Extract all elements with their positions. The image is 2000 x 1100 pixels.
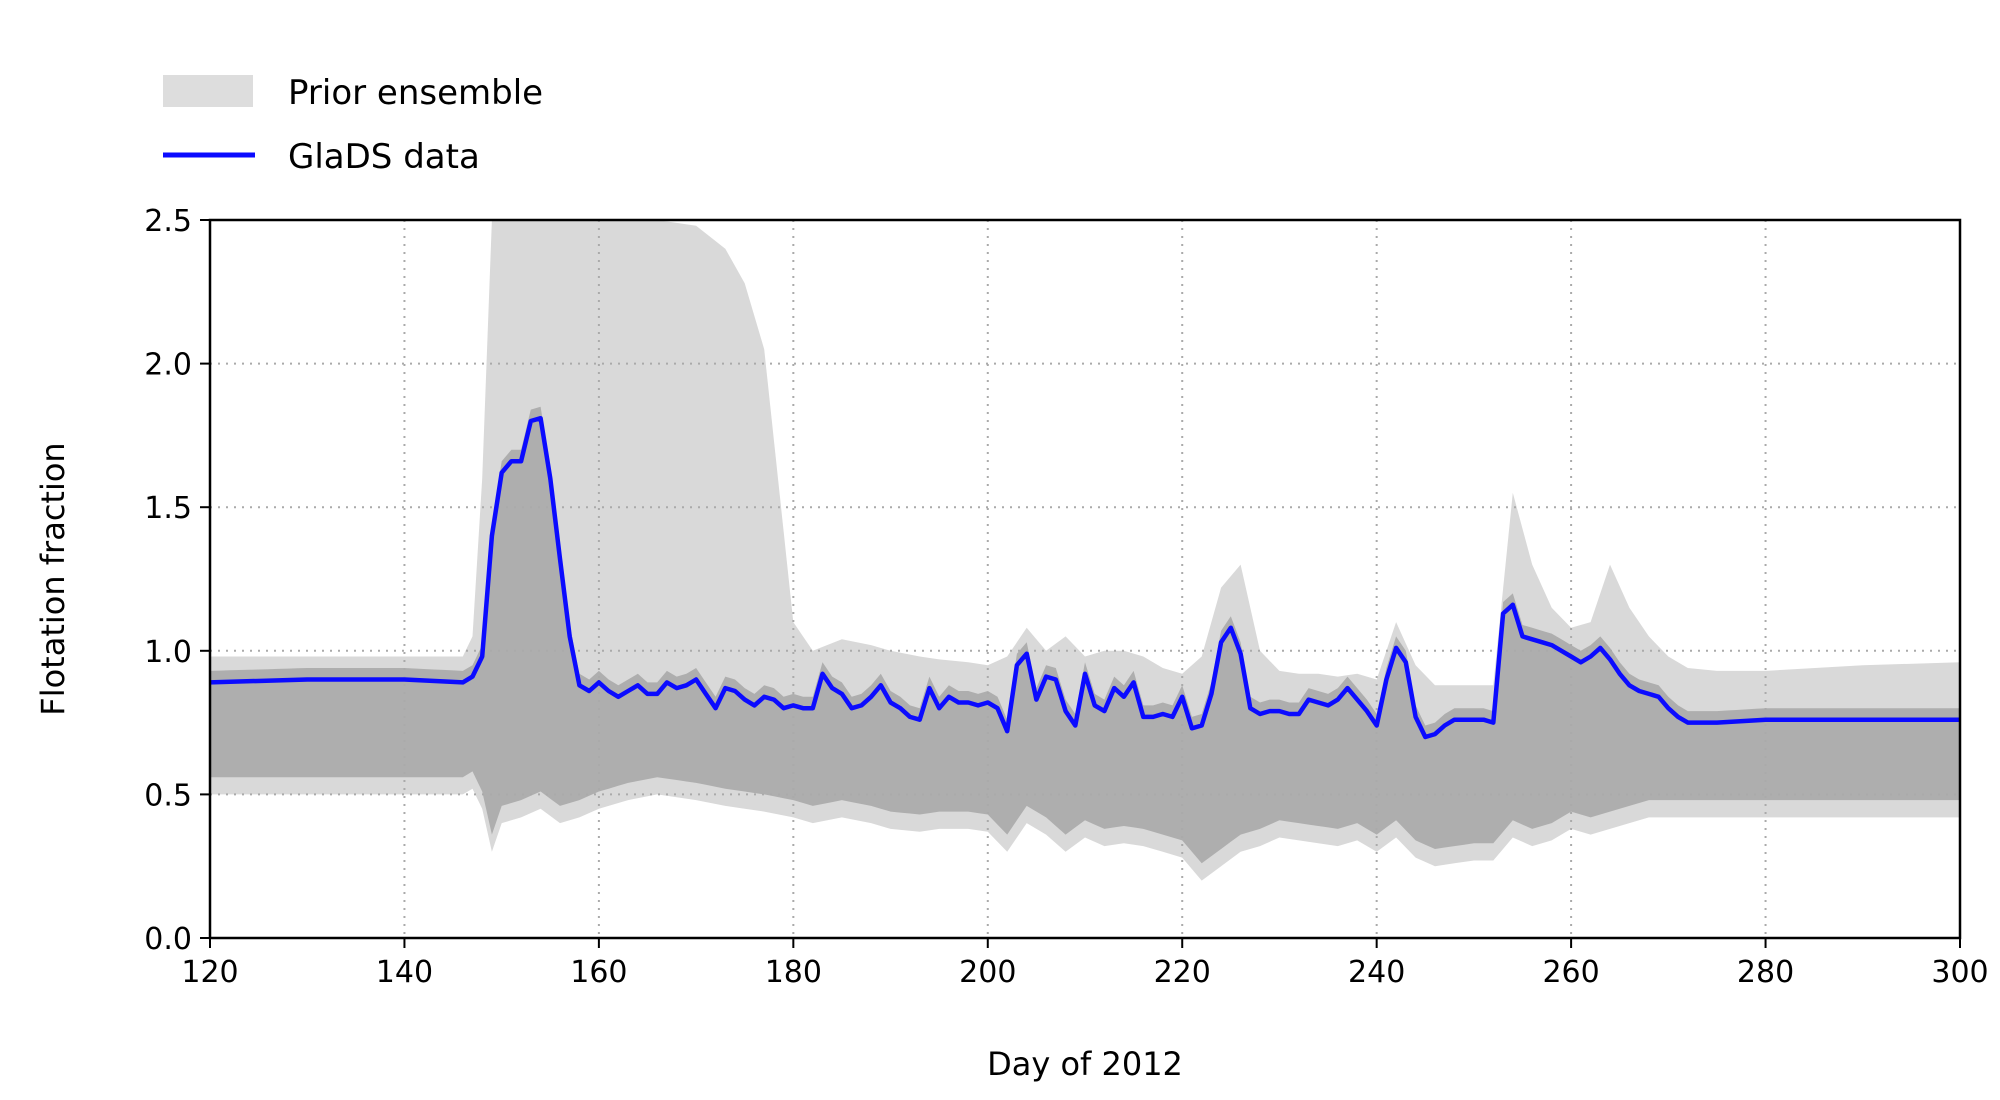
x-tick-label: 160 bbox=[570, 955, 627, 990]
series-line-glads-data bbox=[210, 415, 1960, 740]
legend-entry-glads-data: GlaDS data bbox=[163, 137, 480, 177]
x-tick-label: 140 bbox=[376, 955, 433, 990]
x-tick-label: 240 bbox=[1348, 955, 1405, 990]
y-axis: 0.0 0.5 1.0 1.5 2.0 2.5 bbox=[144, 204, 210, 957]
plot-area bbox=[208, 218, 1962, 940]
y-tick-label: 1.0 bbox=[144, 635, 192, 670]
y-tick-label: 0.5 bbox=[144, 778, 192, 813]
legend-swatch-prior-ensemble bbox=[163, 75, 253, 107]
legend-label-glads-data: GlaDS data bbox=[288, 137, 480, 177]
plot-frame bbox=[208, 218, 1962, 940]
series-layer bbox=[210, 415, 1960, 740]
y-tick-label: 2.5 bbox=[144, 204, 192, 239]
x-tick-label: 300 bbox=[1931, 955, 1988, 990]
y-tick-label: 1.5 bbox=[144, 491, 192, 526]
x-tick-label: 280 bbox=[1737, 955, 1794, 990]
y-tick-label: 2.0 bbox=[144, 348, 192, 383]
x-axis-title: Day of 2012 bbox=[987, 1045, 1183, 1083]
x-tick-label: 260 bbox=[1542, 955, 1599, 990]
legend-entry-prior-ensemble: Prior ensemble bbox=[163, 73, 543, 113]
x-tick-label: 180 bbox=[765, 955, 822, 990]
legend-label-prior-ensemble: Prior ensemble bbox=[288, 73, 543, 113]
prior-ensemble bbox=[210, 220, 1960, 881]
x-tick-label: 120 bbox=[181, 955, 238, 990]
x-axis: 120 140 160 180 200 220 240 260 280 300 bbox=[181, 938, 1989, 990]
x-tick-label: 220 bbox=[1154, 955, 1211, 990]
prior-ensemble-core bbox=[210, 406, 1960, 864]
y-axis-title: Flotation fraction bbox=[34, 442, 72, 715]
y-tick-label: 0.0 bbox=[144, 922, 192, 957]
legend: Prior ensemble GlaDS data bbox=[163, 73, 543, 177]
x-tick-label: 200 bbox=[959, 955, 1016, 990]
